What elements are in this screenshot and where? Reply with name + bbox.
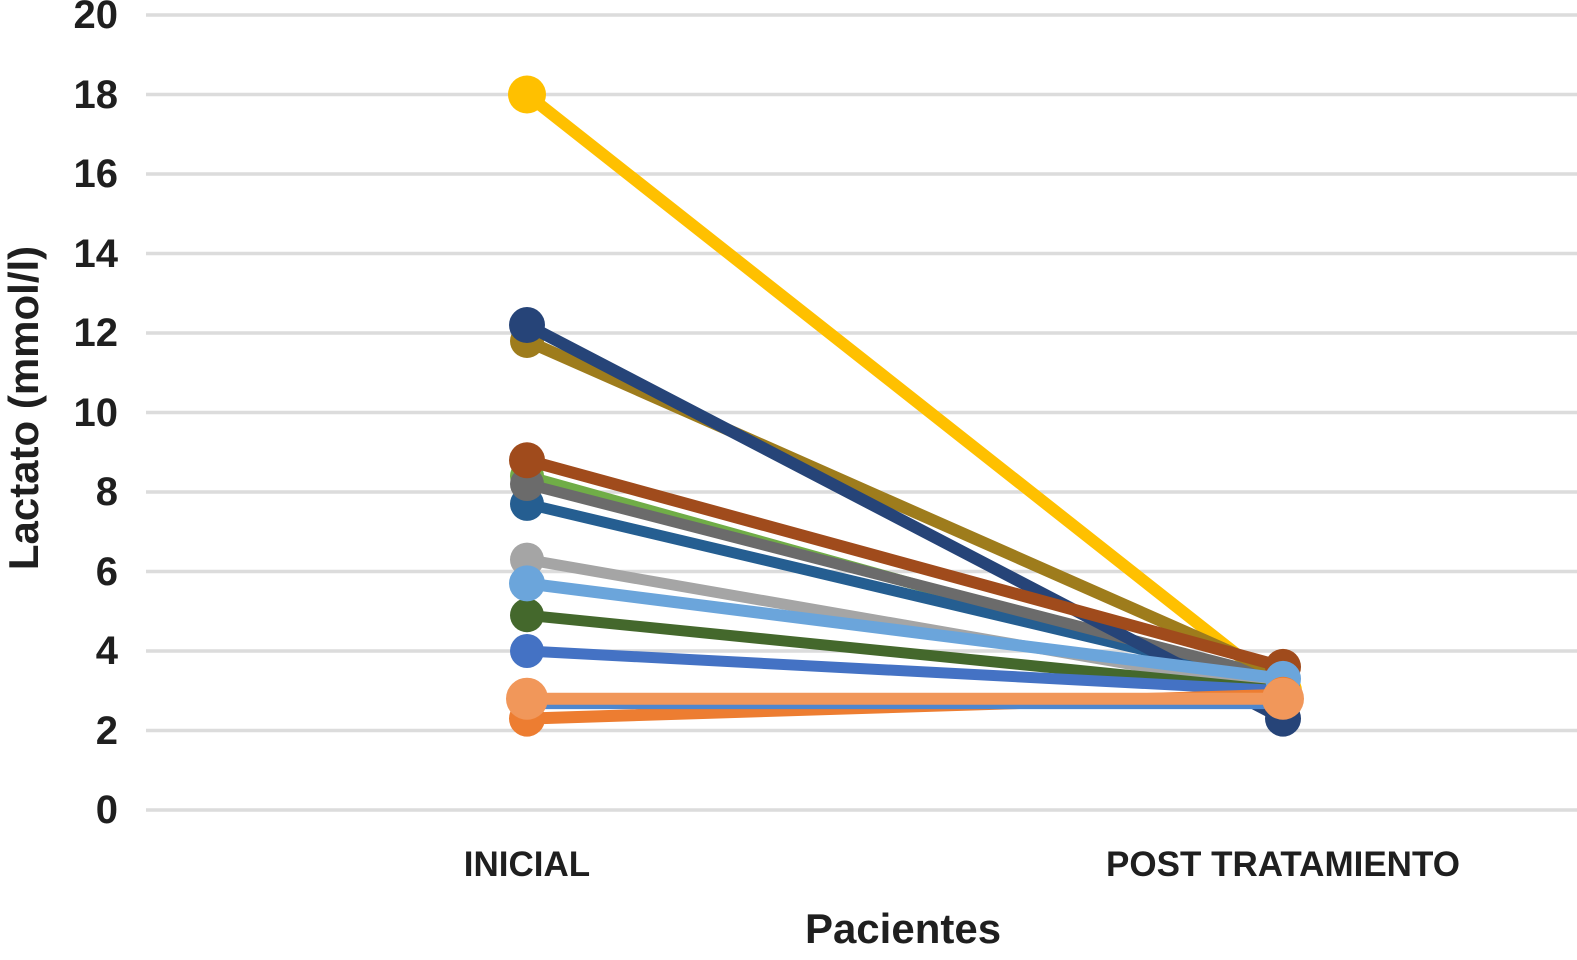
data-point-patient-brown-inicial <box>509 442 545 479</box>
y-tick-label-2: 2 <box>95 708 118 753</box>
data-point-patient-navy-inicial <box>509 307 545 344</box>
data-point-patient-light-orange-inicial <box>506 677 548 720</box>
series-line-patient-light-blue <box>521 577 1289 685</box>
data-point-patient-dark-green-inicial <box>510 598 544 633</box>
x-axis-title: Pacientes <box>804 905 1002 952</box>
category-label-post-tratamiento: POST TRATAMIENTO <box>1106 845 1460 884</box>
category-label-inicial: INICIAL <box>463 845 591 884</box>
y-tick-label-10: 10 <box>73 390 119 435</box>
y-axis-title: Lactato (mmol/l) <box>0 245 47 571</box>
y-tick-label-4: 4 <box>95 629 118 673</box>
series-line-patient-dark-green <box>521 609 1289 697</box>
data-point-patient-light-orange-post <box>1262 677 1304 720</box>
series-line-patient-navy <box>521 319 1289 725</box>
y-tick-label-0: 0 <box>95 788 118 832</box>
y-tick-label-14: 14 <box>73 231 119 276</box>
y-tick-label-20: 20 <box>73 0 119 37</box>
y-tick-label-6: 6 <box>95 549 118 594</box>
series-line-patient-gold <box>521 88 1289 697</box>
data-point-patient-blue-inicial <box>510 634 544 668</box>
y-tick-label-8: 8 <box>95 470 118 514</box>
y-tick-label-18: 18 <box>73 72 119 117</box>
y-tick-label-16: 16 <box>73 152 119 196</box>
data-point-patient-light-blue-inicial <box>509 565 545 602</box>
series-line-patient-brown <box>521 454 1289 673</box>
series-line-patient-blue <box>521 645 1289 697</box>
y-tick-label-12: 12 <box>73 311 119 355</box>
data-point-patient-gold-inicial <box>508 75 546 114</box>
